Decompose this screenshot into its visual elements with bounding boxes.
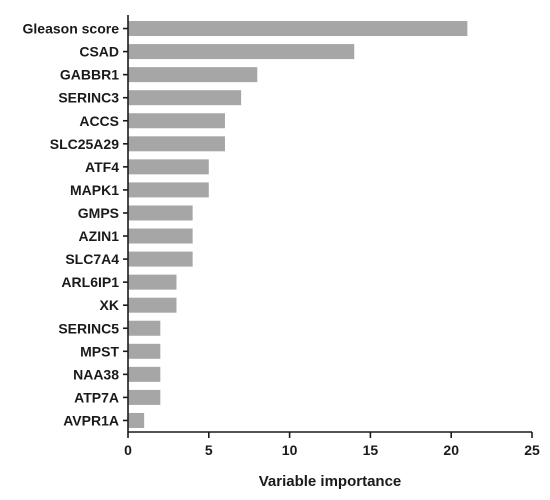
category-label-xk: XK [100,297,119,313]
x-ticks-group: 0 5 10 15 20 25 [124,432,540,458]
bar-gabbr1 [128,67,258,83]
x-axis-title: Variable importance [259,473,402,490]
x-tick-label-25: 25 [524,442,540,458]
x-tick-label-20: 20 [443,442,459,458]
bar-gmps [128,205,193,221]
category-label-arl6ip1: ARL6IP1 [61,274,119,290]
bar-mpst [128,343,161,359]
bars-group [128,21,468,428]
bar-accs [128,113,225,129]
category-label-mapk1: MAPK1 [70,182,119,198]
bar-gleason-score [128,21,468,37]
bar-arl6ip1 [128,274,177,290]
category-label-accs: ACCS [79,113,119,129]
category-label-mpst: MPST [80,343,119,359]
category-label-slc25a29: SLC25A29 [50,136,119,152]
category-label-gmps: GMPS [78,205,119,221]
category-label-slc7a4: SLC7A4 [65,251,119,267]
bar-xk [128,297,177,313]
bar-serinc5 [128,320,161,336]
category-label-azin1: AZIN1 [79,228,120,244]
category-label-avpr1a: AVPR1A [63,412,119,428]
bar-mapk1 [128,182,209,198]
x-tick-label-10: 10 [282,442,298,458]
category-labels-group: Gleason score CSAD GABBR1 SERINC3 ACCS SLC25A… [23,21,120,429]
bar-azin1 [128,228,193,244]
bar-naa38 [128,366,161,382]
bar-atp7a [128,389,161,405]
bar-slc25a29 [128,136,225,152]
y-ticks-group [123,27,128,422]
bar-atf4 [128,159,209,175]
x-tick-label-5: 5 [205,442,213,458]
category-label-csad: CSAD [79,44,119,60]
bar-slc7a4 [128,251,193,267]
category-label-atp7a: ATP7A [74,389,119,405]
category-label-atf4: ATF4 [85,159,119,175]
bar-serinc3 [128,90,242,106]
category-label-serinc3: SERINC3 [58,90,119,106]
x-tick-label-15: 15 [363,442,379,458]
x-tick-label-0: 0 [124,442,132,458]
bar-avpr1a [128,412,145,428]
category-label-naa38: NAA38 [73,366,119,382]
category-label-gleason-score: Gleason score [23,21,120,37]
bar-csad [128,44,355,60]
category-label-serinc5: SERINC5 [58,320,119,336]
category-label-gabbr1: GABBR1 [60,67,119,83]
